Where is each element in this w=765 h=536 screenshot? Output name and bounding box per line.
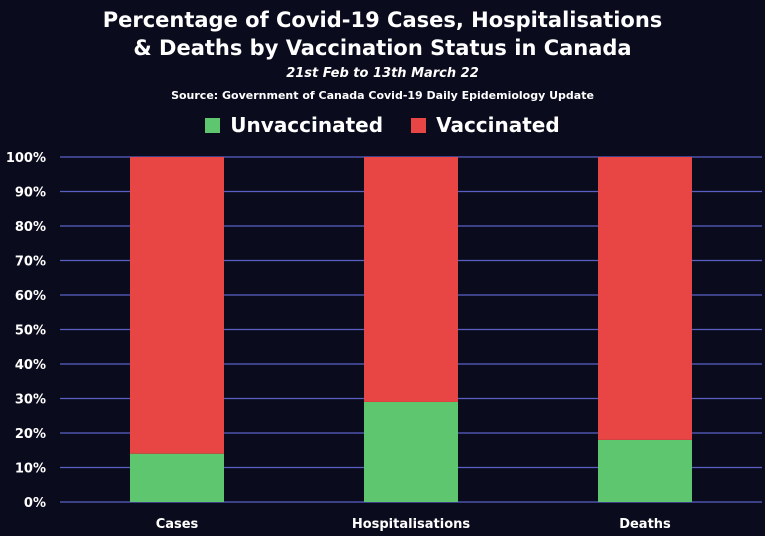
x-tick-label: Deaths [619, 517, 671, 532]
x-tick-label: Cases [156, 517, 199, 532]
bar-unvaccinated-deaths [598, 439, 692, 502]
legend-swatch-unvaccinated [205, 117, 221, 133]
legend-item-vaccinated: Vaccinated [411, 113, 560, 137]
y-tick-label: 60% [15, 289, 46, 304]
bar-vaccinated-cases [130, 157, 224, 454]
bar-unvaccinated-hospitalisations [364, 401, 458, 502]
chart-title-line-1: Percentage of Covid-19 Cases, Hospitalis… [102, 8, 663, 32]
y-tick-label: 80% [15, 220, 46, 235]
chart-subtitle: 21st Feb to 13th March 22 [286, 66, 479, 81]
x-tick-label: Hospitalisations [352, 517, 471, 532]
y-tick-label: 90% [15, 186, 46, 201]
legend-swatch-vaccinated [411, 117, 427, 133]
legend: Unvaccinated Vaccinated [0, 113, 765, 137]
y-tick-label: 50% [15, 324, 46, 339]
y-tick-label: 0% [24, 496, 46, 511]
bar-vaccinated-hospitalisations [364, 157, 458, 402]
chart-title-line-2: & Deaths by Vaccination Status in Canada [133, 36, 632, 60]
y-tick-label: 30% [15, 393, 46, 408]
legend-label-vaccinated: Vaccinated [436, 113, 560, 137]
y-tick-label: 40% [15, 358, 46, 373]
legend-label-unvaccinated: Unvaccinated [230, 113, 384, 137]
bar-vaccinated-deaths [598, 157, 692, 440]
y-tick-label: 20% [15, 427, 46, 442]
y-tick-label: 10% [15, 462, 46, 477]
bar-unvaccinated-cases [130, 453, 224, 502]
y-tick-label: 100% [6, 151, 46, 166]
y-tick-label: 70% [15, 255, 46, 270]
chart-source: Source: Government of Canada Covid-19 Da… [171, 89, 594, 102]
legend-item-unvaccinated: Unvaccinated [205, 113, 383, 137]
